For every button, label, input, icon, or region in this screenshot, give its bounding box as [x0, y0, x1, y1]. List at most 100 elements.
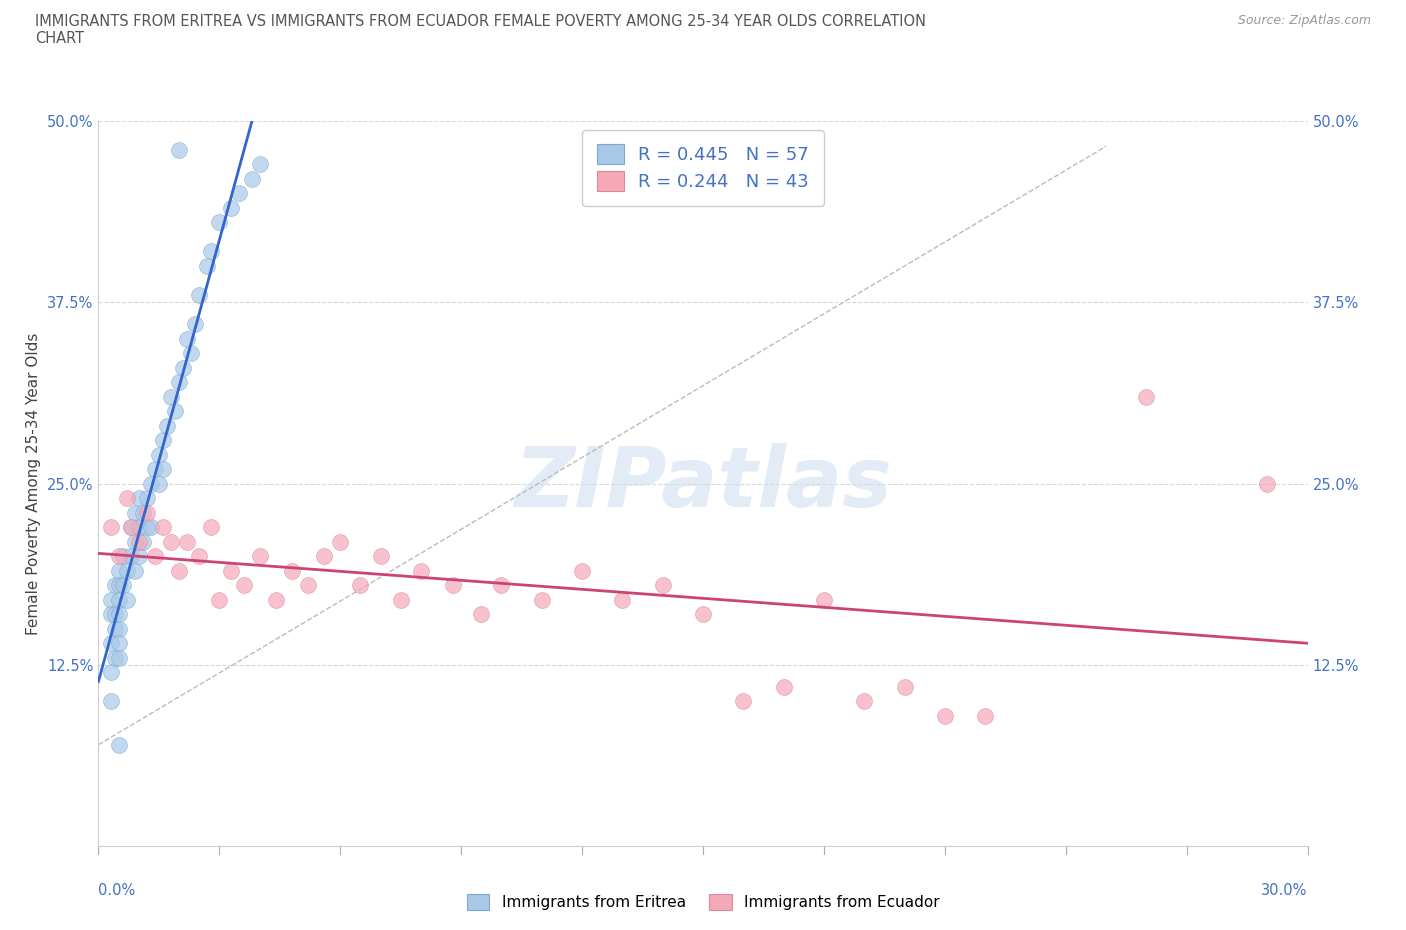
Point: [409, 564, 432, 578]
Point: [139, 476, 162, 491]
Point: [107, 650, 129, 665]
Point: [208, 215, 231, 230]
Point: [813, 592, 835, 607]
Point: [297, 578, 319, 592]
Point: [612, 592, 634, 607]
Point: [132, 505, 155, 520]
Point: [107, 564, 129, 578]
Point: [200, 520, 222, 535]
Point: [176, 534, 198, 549]
Point: [370, 549, 392, 564]
Point: [188, 549, 211, 564]
Point: [100, 592, 122, 607]
Point: [107, 606, 129, 621]
Point: [128, 491, 150, 506]
Point: [100, 606, 122, 621]
Point: [152, 461, 174, 476]
Point: [152, 432, 174, 447]
Point: [120, 520, 142, 535]
Text: CHART: CHART: [35, 31, 84, 46]
Point: [124, 564, 146, 578]
Point: [934, 709, 956, 724]
Point: [692, 606, 714, 621]
Point: [111, 549, 134, 564]
Point: [491, 578, 513, 592]
Point: [128, 520, 150, 535]
Point: [195, 259, 218, 273]
Point: [152, 520, 174, 535]
Point: [200, 244, 222, 259]
Point: [103, 650, 125, 665]
Point: [249, 157, 271, 172]
Point: [107, 621, 129, 636]
Point: [128, 534, 150, 549]
Point: [115, 491, 138, 506]
Point: [111, 578, 134, 592]
Point: [115, 564, 138, 578]
Point: [441, 578, 464, 592]
Text: Source: ZipAtlas.com: Source: ZipAtlas.com: [1237, 14, 1371, 27]
Point: [115, 592, 138, 607]
Point: [124, 505, 146, 520]
Point: [120, 520, 142, 535]
Point: [160, 534, 183, 549]
Point: [172, 360, 194, 375]
Point: [135, 505, 157, 520]
Point: [160, 389, 183, 404]
Point: [349, 578, 371, 592]
Legend: Immigrants from Eritrea, Immigrants from Ecuador: Immigrants from Eritrea, Immigrants from…: [458, 886, 948, 918]
Point: [733, 694, 755, 709]
Point: [135, 520, 157, 535]
Point: [470, 606, 492, 621]
Point: [772, 679, 794, 694]
Point: [167, 564, 190, 578]
Point: [571, 564, 593, 578]
Point: [264, 592, 287, 607]
Point: [143, 549, 166, 564]
Point: [107, 592, 129, 607]
Point: [221, 564, 243, 578]
Point: [240, 171, 263, 186]
Point: [893, 679, 915, 694]
Point: [148, 476, 170, 491]
Point: [389, 592, 412, 607]
Point: [103, 621, 125, 636]
Point: [148, 447, 170, 462]
Point: [281, 564, 304, 578]
Text: ZIPatlas: ZIPatlas: [515, 443, 891, 525]
Point: [651, 578, 673, 592]
Point: [120, 549, 142, 564]
Point: [132, 534, 155, 549]
Point: [329, 534, 352, 549]
Point: [249, 549, 271, 564]
Point: [135, 491, 157, 506]
Point: [232, 578, 254, 592]
Point: [1256, 476, 1278, 491]
Point: [1135, 389, 1157, 404]
Point: [100, 520, 122, 535]
Point: [163, 404, 186, 418]
Point: [530, 592, 553, 607]
Point: [139, 520, 162, 535]
Text: 0.0%: 0.0%: [98, 883, 135, 897]
Point: [124, 534, 146, 549]
Point: [107, 737, 129, 752]
Text: IMMIGRANTS FROM ERITREA VS IMMIGRANTS FROM ECUADOR FEMALE POVERTY AMONG 25-34 YE: IMMIGRANTS FROM ERITREA VS IMMIGRANTS FR…: [35, 14, 927, 29]
Point: [107, 549, 129, 564]
Legend: R = 0.445   N = 57, R = 0.244   N = 43: R = 0.445 N = 57, R = 0.244 N = 43: [582, 130, 824, 206]
Point: [188, 287, 211, 302]
Point: [100, 694, 122, 709]
Point: [143, 461, 166, 476]
Point: [156, 418, 179, 433]
Point: [314, 549, 336, 564]
Y-axis label: Female Poverty Among 25-34 Year Olds: Female Poverty Among 25-34 Year Olds: [25, 332, 41, 635]
Point: [228, 186, 250, 201]
Point: [100, 636, 122, 651]
Point: [167, 142, 190, 157]
Text: 30.0%: 30.0%: [1261, 883, 1308, 897]
Point: [180, 346, 202, 361]
Point: [184, 316, 207, 331]
Point: [103, 578, 125, 592]
Point: [221, 201, 243, 216]
Point: [100, 665, 122, 680]
